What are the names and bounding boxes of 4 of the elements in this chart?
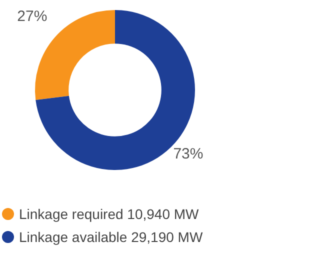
- legend-label: Linkage available 29,190 MW: [19, 228, 203, 244]
- data-label: 27%: [17, 8, 48, 26]
- legend-label: Linkage required 10,940 MW: [19, 206, 199, 222]
- data-label: 73%: [173, 146, 204, 163]
